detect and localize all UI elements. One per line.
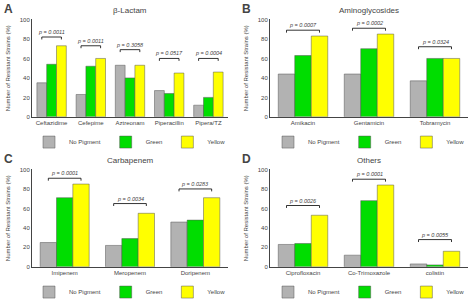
svg-text:80: 80: [261, 36, 268, 42]
svg-text:No Pigment: No Pigment: [308, 139, 340, 145]
svg-text:20: 20: [23, 94, 30, 100]
svg-text:No Pigment: No Pigment: [69, 139, 101, 145]
svg-text:C: C: [4, 152, 13, 166]
svg-text:p = 0.0001: p = 0.0001: [51, 170, 78, 176]
svg-text:60: 60: [261, 56, 268, 62]
svg-text:20: 20: [23, 244, 30, 250]
svg-text:20: 20: [261, 244, 268, 250]
svg-text:No Pigment: No Pigment: [308, 289, 340, 295]
svg-text:Imipenem: Imipenem: [51, 270, 77, 276]
svg-text:Number of Resistant Strains (%: Number of Resistant Strains (%): [5, 175, 11, 261]
svg-text:p = 0.0001: p = 0.0001: [356, 171, 383, 177]
svg-text:0: 0: [26, 114, 30, 120]
svg-text:p = 0.0324: p = 0.0324: [422, 39, 449, 45]
svg-text:p = 0.0034: p = 0.0034: [117, 196, 144, 202]
svg-text:Gentamicin: Gentamicin: [354, 120, 384, 126]
svg-text:Piperacillin: Piperacillin: [155, 120, 184, 126]
svg-text:0: 0: [264, 114, 268, 120]
svg-text:p = 0.0007: p = 0.0007: [289, 22, 317, 28]
svg-text:p = 0.0002: p = 0.0002: [356, 20, 383, 26]
svg-text:Green: Green: [146, 139, 163, 145]
svg-text:20: 20: [261, 94, 268, 100]
svg-text:80: 80: [23, 186, 30, 192]
svg-text:40: 40: [261, 225, 268, 231]
svg-text:100: 100: [258, 17, 269, 23]
svg-text:Co-Trimoxazole: Co-Trimoxazole: [348, 270, 391, 276]
svg-text:p = 0.3058: p = 0.3058: [116, 42, 144, 48]
svg-text:Tobramycin: Tobramycin: [420, 120, 451, 126]
svg-text:p = 0.0026: p = 0.0026: [289, 198, 317, 204]
svg-text:Yellow: Yellow: [446, 289, 464, 295]
svg-text:0: 0: [264, 264, 268, 270]
svg-text:Ciprofloxacin: Ciprofloxacin: [286, 270, 321, 276]
svg-text:β-Lactam: β-Lactam: [113, 6, 147, 15]
svg-text:100: 100: [258, 167, 269, 173]
svg-text:Green: Green: [385, 139, 402, 145]
svg-text:Pipera/TZ: Pipera/TZ: [195, 120, 222, 126]
svg-text:p = 0.0517: p = 0.0517: [155, 50, 183, 56]
svg-text:Green: Green: [146, 289, 163, 295]
svg-text:colistin: colistin: [426, 270, 444, 276]
svg-text:Green: Green: [385, 289, 402, 295]
svg-text:80: 80: [261, 186, 268, 192]
svg-text:Amikacin: Amikacin: [291, 120, 315, 126]
svg-text:40: 40: [23, 225, 30, 231]
svg-text:B: B: [242, 2, 251, 16]
svg-text:Yellow: Yellow: [207, 289, 225, 295]
svg-text:Number of Resistant Strains (%: Number of Resistant Strains (%): [5, 25, 11, 111]
svg-text:60: 60: [23, 56, 30, 62]
svg-text:Others: Others: [357, 156, 381, 165]
svg-text:Meropenem: Meropenem: [114, 270, 146, 276]
svg-text:60: 60: [23, 206, 30, 212]
svg-text:D: D: [242, 152, 251, 166]
svg-text:0: 0: [26, 264, 30, 270]
svg-text:Yellow: Yellow: [207, 139, 225, 145]
svg-text:Aztreonam: Aztreonam: [115, 120, 144, 126]
svg-text:100: 100: [20, 17, 31, 23]
svg-text:No Pigment: No Pigment: [69, 289, 101, 295]
svg-text:40: 40: [261, 75, 268, 81]
svg-text:Aminoglycosides: Aminoglycosides: [339, 6, 399, 15]
svg-text:Carbapenem: Carbapenem: [107, 156, 154, 165]
svg-text:Yellow: Yellow: [446, 139, 464, 145]
svg-text:p = 0.0004: p = 0.0004: [195, 50, 222, 56]
svg-text:100: 100: [20, 167, 31, 173]
svg-text:p = 0.0283: p = 0.0283: [181, 181, 209, 187]
svg-text:Doripenem: Doripenem: [181, 270, 210, 276]
svg-text:p = 0.0011: p = 0.0011: [38, 29, 65, 35]
svg-text:Ceftazidime: Ceftazidime: [36, 120, 68, 126]
svg-text:p = 0.0011: p = 0.0011: [77, 38, 104, 44]
svg-text:80: 80: [23, 36, 30, 42]
svg-text:p = 0.0055: p = 0.0055: [421, 232, 449, 238]
svg-text:40: 40: [23, 75, 30, 81]
svg-text:Number of Resistant Strains (%: Number of Resistant Strains (%): [243, 25, 249, 111]
svg-text:A: A: [4, 2, 13, 16]
svg-text:Number of Resistant Strains (%: Number of Resistant Strains (%): [243, 175, 249, 261]
svg-text:Cefepime: Cefepime: [78, 120, 104, 126]
svg-text:60: 60: [261, 206, 268, 212]
